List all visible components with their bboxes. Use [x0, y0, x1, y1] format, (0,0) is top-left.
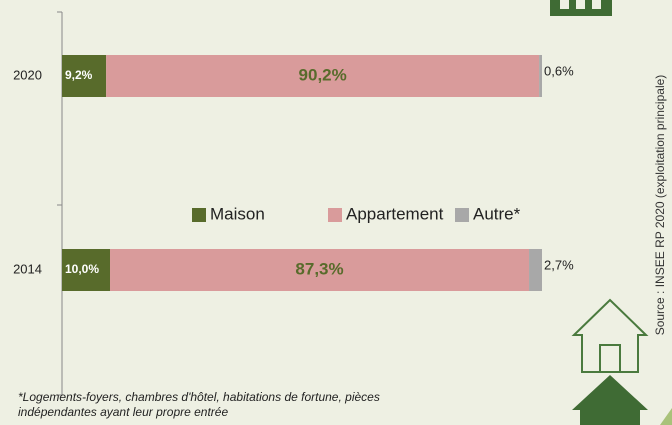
legend-label: Autre* — [473, 204, 521, 223]
source: Source : INSEE RP 2020 (exploitation pri… — [653, 75, 667, 336]
value-label: 10,0% — [65, 262, 99, 276]
house-outline-icon — [571, 298, 649, 373]
legend-swatch — [455, 208, 469, 222]
bar-segment — [110, 249, 530, 291]
bar-segment — [62, 249, 110, 291]
value-label: 2,7% — [544, 257, 574, 272]
corner-decoration — [660, 408, 672, 425]
footnote: *Logements-foyers, chambres d'hôtel, hab… — [18, 390, 380, 420]
legend-swatch — [328, 208, 342, 222]
value-label: 9,2% — [65, 68, 93, 82]
legend-label: Maison — [210, 204, 265, 223]
building-icon — [550, 0, 612, 16]
legend-swatch — [192, 208, 206, 222]
bar-segment — [62, 55, 107, 97]
y-tick-label: 2020 — [13, 67, 42, 82]
y-tick-label: 2014 — [13, 261, 42, 276]
value-label: 0,6% — [544, 63, 574, 78]
bar-segment — [539, 55, 542, 97]
legend-label: Appartement — [346, 204, 444, 223]
bar-segment — [106, 55, 540, 97]
value-label: 90,2% — [299, 65, 347, 84]
footnote-line: indépendantes ayant leur propre entrée — [18, 405, 229, 419]
bar-segment — [529, 249, 542, 291]
footnote-line: *Logements-foyers, chambres d'hôtel, hab… — [18, 390, 380, 404]
house-filled-icon — [572, 375, 648, 425]
value-label: 87,3% — [295, 259, 343, 278]
